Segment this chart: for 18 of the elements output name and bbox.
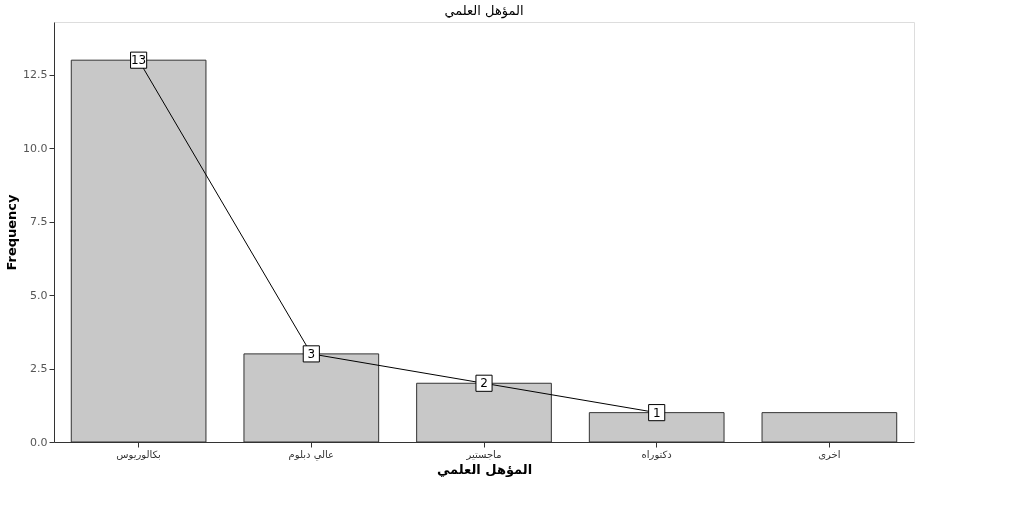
y-tick-label: 7.5	[30, 215, 48, 229]
x-tick-label: عالي دبلوم	[288, 448, 335, 461]
y-tick-label: 0.0	[30, 435, 48, 449]
x-axis-title: المؤهل العلمي	[436, 461, 533, 477]
data-label: 3	[307, 346, 316, 361]
x-tick-label: ماجستير	[465, 448, 502, 460]
y-tick-label: 12.5	[23, 68, 48, 82]
y-axis-title: Frequency	[4, 193, 20, 271]
y-tick-label: 2.5	[30, 362, 48, 376]
data-label: 2	[480, 376, 488, 391]
y-tick-label: 5.0	[30, 288, 48, 302]
x-tick-label: بكالوريوس	[116, 448, 161, 460]
x-tick-label: اخرى	[818, 448, 841, 460]
y-tick-label: 10.0	[23, 141, 48, 155]
chart-title: المؤهل العلمي	[444, 3, 524, 19]
data-label: 1	[652, 405, 661, 420]
data-label: 13	[130, 53, 147, 68]
x-tick-label: دكتوراه	[641, 448, 672, 460]
